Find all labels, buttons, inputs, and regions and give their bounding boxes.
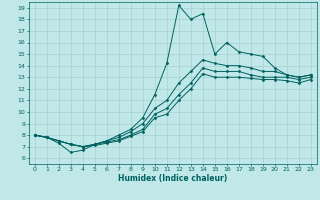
X-axis label: Humidex (Indice chaleur): Humidex (Indice chaleur)	[118, 174, 228, 183]
